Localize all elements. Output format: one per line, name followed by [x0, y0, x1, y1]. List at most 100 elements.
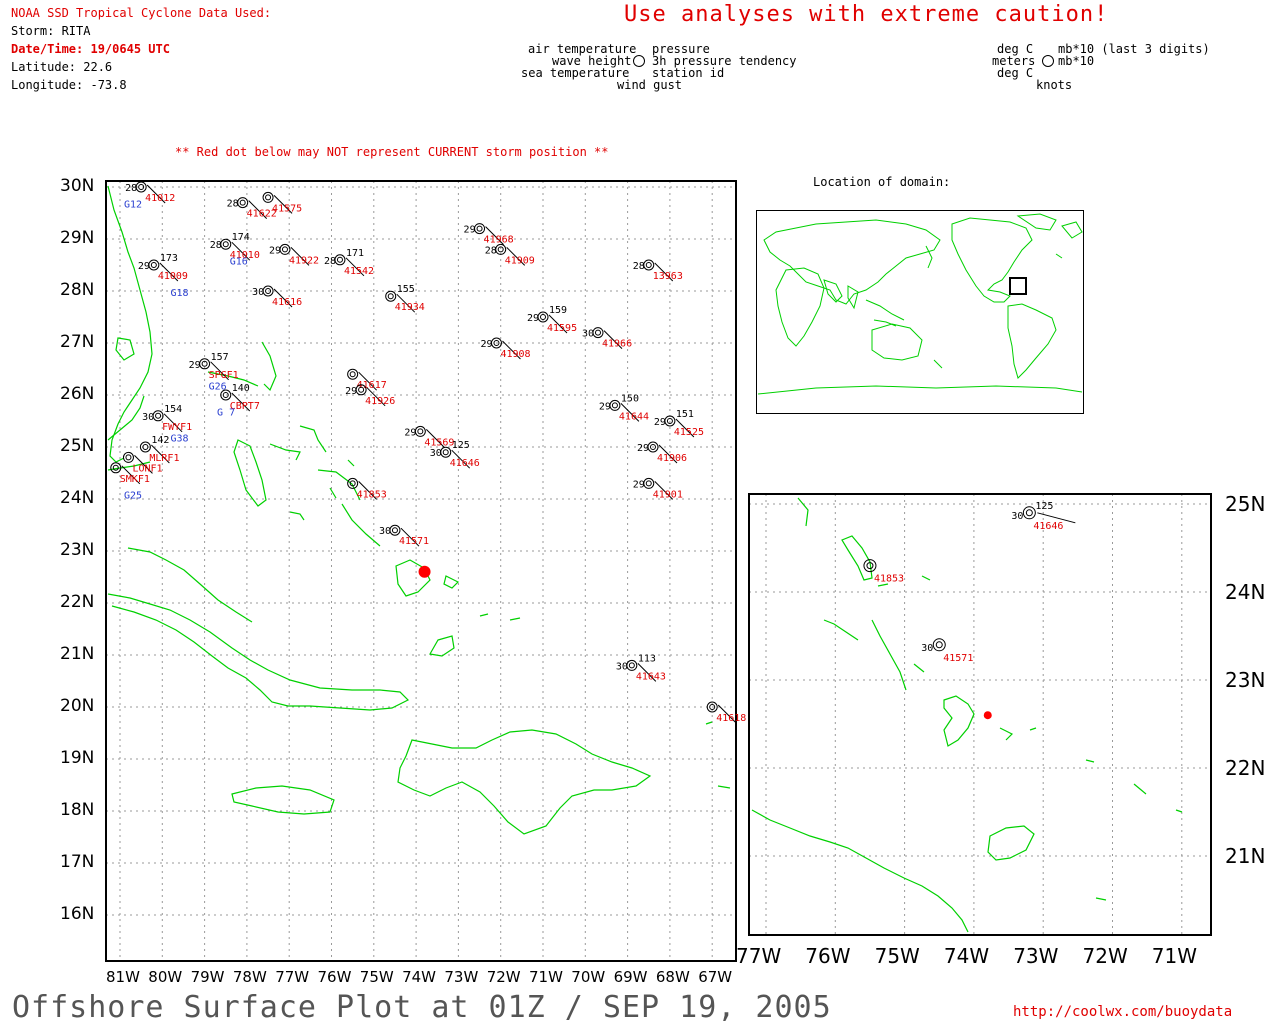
inset-station-marker: 41853 — [863, 559, 904, 585]
inset-lat-label: 21N — [1225, 844, 1266, 868]
air-temp-label: 30 — [430, 448, 442, 459]
main-lon-label: 69W — [613, 968, 648, 986]
station-marker: G16 — [230, 257, 248, 268]
air-temp-label: 29 — [637, 443, 649, 454]
main-lon-label: 67W — [698, 968, 733, 986]
main-lat-label: 20N — [60, 696, 95, 716]
station-marker: 41934 155 — [385, 284, 425, 313]
inset-lon-label: 74W — [943, 944, 990, 968]
main-lon-label: 72W — [486, 968, 521, 986]
units-deg-c-sea: deg C — [997, 66, 1034, 80]
air-temp-label: 29 — [269, 245, 281, 256]
units-meters: meters — [992, 54, 1036, 68]
air-temp-label: 29 — [527, 313, 539, 324]
main-map-frame — [105, 180, 737, 962]
station-id-label: 41617 — [357, 380, 387, 391]
station-marker: 41525 29 151 — [654, 409, 704, 438]
station-id-label: 41010 — [230, 250, 260, 261]
units-pressure: mb*10 (last 3 digits) — [1058, 42, 1210, 56]
station-marker: SMKF1 — [110, 462, 150, 485]
air-temp-label: 28 — [485, 245, 497, 256]
station-marker: 41009 29 173 — [138, 253, 188, 282]
main-lat-label: 26N — [60, 384, 95, 404]
main-lat-label: 28N — [60, 280, 95, 300]
station-marker: SPGF1 29 157 — [189, 352, 239, 381]
pressure-label: 157 — [211, 352, 229, 363]
main-map-stations: 4101228415754162228419682941909284101028… — [110, 181, 746, 724]
pressure-label: 159 — [549, 305, 567, 316]
station-marker: 41968 29 — [464, 223, 514, 246]
station-id-label: 41616 — [272, 297, 302, 308]
main-lon-label: 68W — [655, 968, 690, 986]
pressure-label: 140 — [232, 383, 250, 394]
station-marker: 41922 29 — [269, 243, 319, 266]
main-lat-label: 23N — [60, 540, 95, 560]
legend-wind-gust: wind gust — [617, 78, 683, 92]
main-lon-label: 79W — [190, 968, 225, 986]
storm-name: Storm: RITA — [11, 24, 91, 38]
inset-station-id: 41853 — [874, 574, 904, 585]
station-id-label: 41934 — [395, 302, 425, 313]
station-marker: 41646 30 125 — [430, 440, 480, 469]
pressure-label: 173 — [160, 253, 178, 264]
main-lat-label: 17N — [60, 852, 95, 872]
latitude-readout: Latitude: 22.6 — [11, 60, 113, 74]
station-marker: CBPT7 140 — [220, 383, 260, 412]
domain-location-label: Location of domain: — [813, 175, 951, 189]
air-temp-label: 29 — [654, 417, 666, 428]
pressure-label: 151 — [676, 409, 694, 420]
station-id-label: MLRF1 — [149, 453, 179, 464]
inset-map-grid — [749, 494, 1211, 935]
station-marker: 41617 — [347, 368, 387, 391]
inset-lon-label: 77W — [736, 944, 782, 968]
main-lat-label: 21N — [60, 644, 95, 664]
units-knots: knots — [1036, 78, 1073, 92]
source-url-link[interactable]: http://coolwx.com/buoydata — [1013, 1004, 1233, 1020]
main-lat-label: 16N — [60, 904, 95, 924]
station-id-label: 41525 — [674, 427, 704, 438]
main-lon-label: 80W — [148, 968, 183, 986]
station-id-label: G 7 — [217, 407, 235, 418]
air-temp-label: 29 — [599, 401, 611, 412]
main-lat-label: 18N — [60, 800, 95, 820]
legend-air-temperature: air temperature — [528, 42, 637, 56]
station-id-label: FWYF1 — [162, 422, 192, 433]
station-marker: 13963 28 — [633, 259, 683, 282]
station-marker: 41010 28 174 — [210, 232, 260, 261]
station-marker: 41569 29 — [404, 425, 454, 448]
main-lon-label: 70W — [571, 968, 606, 986]
main-lon-label: 74W — [402, 968, 437, 986]
station-id-label: 41012 — [145, 193, 175, 204]
pressure-label: 113 — [638, 653, 656, 664]
legend-sea-temperature: sea temperature — [521, 66, 630, 80]
station-marker: G 7 — [217, 407, 235, 418]
air-temp-label: 30 — [252, 287, 264, 298]
inset-station-marker: 41646 30 125 — [1011, 501, 1076, 532]
inset-lat-label: 24N — [1225, 580, 1266, 604]
station-marker: 41012 28 — [125, 181, 175, 204]
caution-banner: Use analyses with extreme caution! — [624, 2, 1109, 27]
station-id-label: 41643 — [636, 671, 666, 682]
inset-lon-label: 72W — [1082, 944, 1128, 968]
station-marker: 41644 29 150 — [599, 393, 649, 422]
air-temp-label: 28 — [125, 183, 137, 194]
station-id-label: 41575 — [272, 203, 302, 214]
legend-pressure-tendency: 3h pressure tendency — [652, 54, 797, 68]
legend-pressure: pressure — [652, 42, 710, 56]
station-marker: G38 — [171, 433, 189, 444]
station-marker: 41643 30 113 — [616, 653, 666, 682]
station-id-label: 41853 — [357, 489, 387, 500]
main-lon-label: 71W — [529, 968, 563, 986]
air-temp-label: 29 — [633, 479, 645, 490]
station-id-label: 41571 — [399, 536, 429, 547]
plot-footer-title: Offshore Surface Plot at 01Z / SEP 19, 2… — [12, 990, 832, 1025]
main-lat-label: 29N — [60, 228, 95, 248]
main-lon-label: 77W — [275, 968, 310, 986]
station-marker: 41542 28 171 — [324, 248, 374, 277]
station-marker: 41618 — [706, 701, 746, 724]
air-temp-label: 28 — [210, 240, 222, 251]
air-temp-label: 29 — [480, 339, 492, 350]
inset-map-frame — [748, 493, 1212, 936]
station-marker: 41571 30 — [379, 524, 429, 547]
